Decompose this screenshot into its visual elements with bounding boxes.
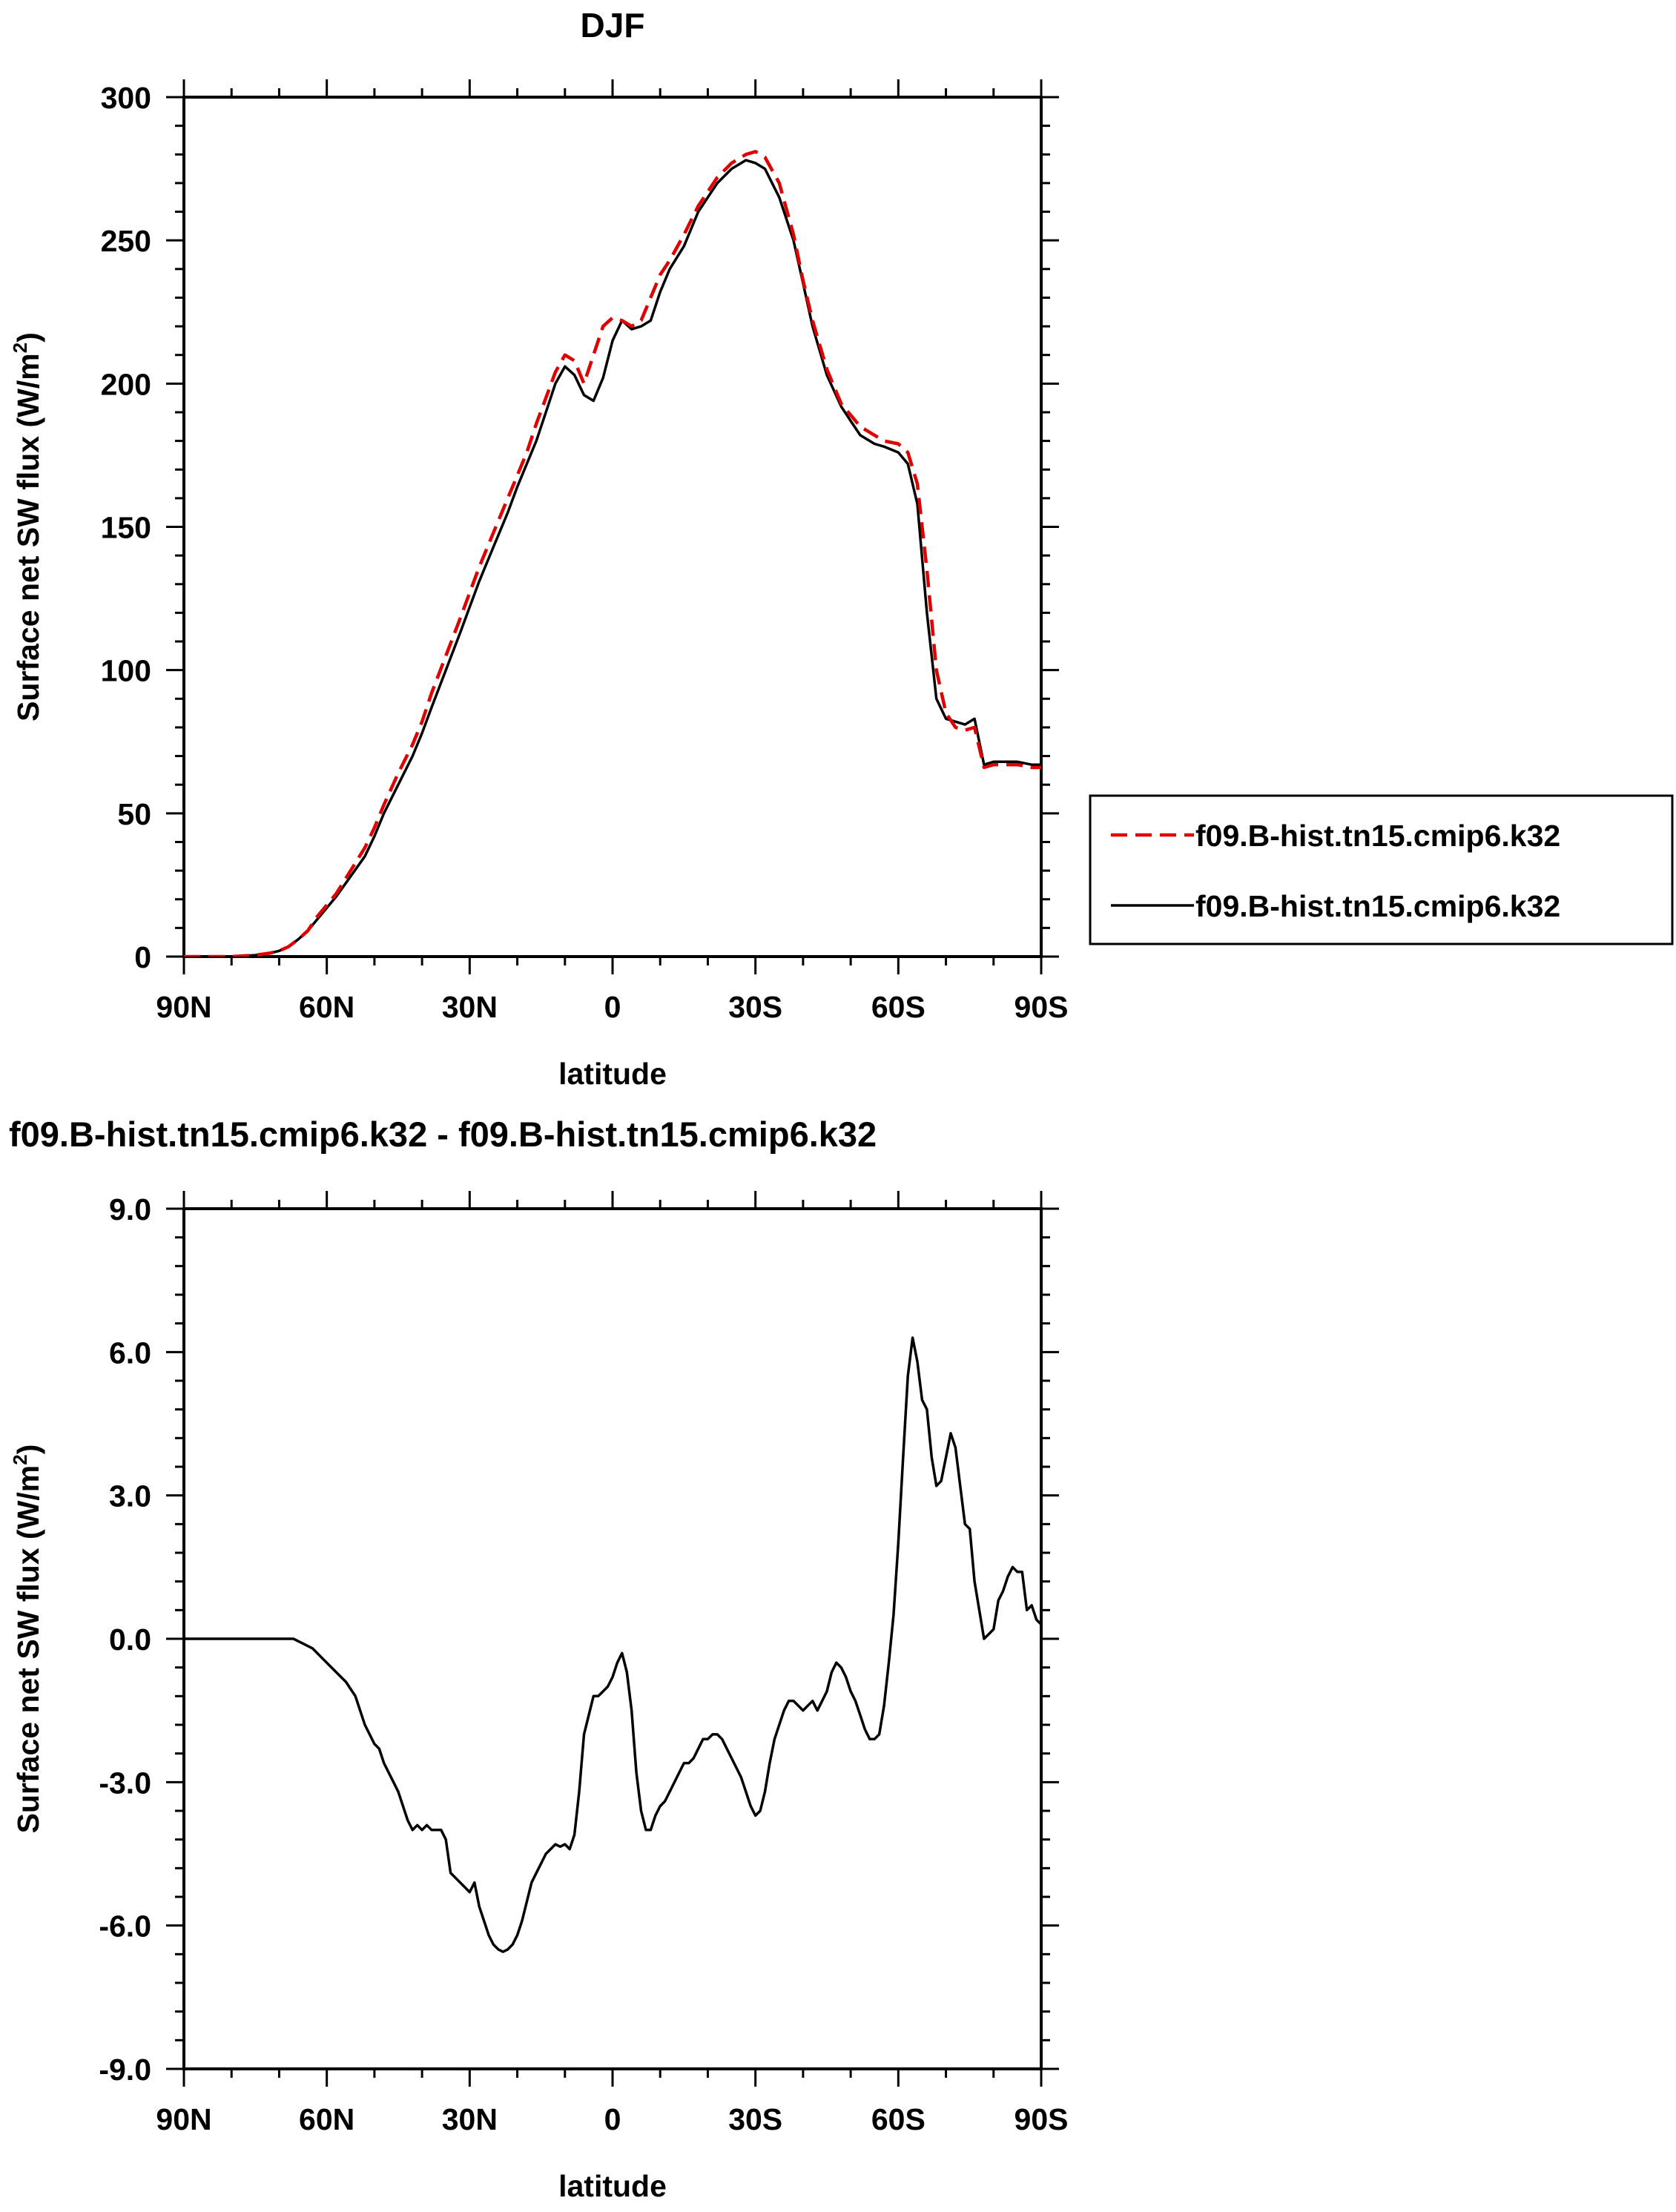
x-tick-label: 30N bbox=[442, 2102, 498, 2136]
y-tick-label: -6.0 bbox=[99, 1909, 151, 1944]
x-tick-label: 90S bbox=[1014, 2102, 1069, 2136]
x-tick-label: 30N bbox=[442, 990, 498, 1024]
y-tick-label: 150 bbox=[101, 511, 151, 545]
legend-box bbox=[1089, 794, 1674, 945]
y-tick-label: 250 bbox=[101, 224, 151, 258]
y-tick-label: -3.0 bbox=[99, 1766, 151, 1800]
y-tick-label: -9.0 bbox=[99, 2053, 151, 2087]
x-tick-label: 60S bbox=[871, 2102, 926, 2136]
series-line-1 bbox=[184, 1336, 1041, 1953]
x-tick-label: 60N bbox=[299, 2102, 354, 2136]
legend-entry-1: f09.B-hist.tn15.cmip6.k32 bbox=[1195, 819, 1560, 853]
y-axis-label-main: Surface net SW flux (W/m bbox=[11, 353, 45, 722]
chart-title: DJF bbox=[581, 6, 645, 44]
y-axis-label-close: ) bbox=[11, 332, 45, 343]
x-tick-label: 60S bbox=[871, 990, 926, 1024]
plot-frame bbox=[182, 96, 1043, 958]
chart-panel-2: f09.B-hist.tn15.cmip6.k32 - f09.B-hist.t… bbox=[9, 1115, 1068, 2203]
y-axis-label-main: Surface net SW flux (W/m bbox=[11, 1465, 45, 1834]
y-axis-label-close: ) bbox=[11, 1445, 45, 1455]
legend-entry-2: f09.B-hist.tn15.cmip6.k32 bbox=[1195, 889, 1560, 923]
y-tick-label: 6.0 bbox=[109, 1336, 151, 1370]
y-tick-label: 100 bbox=[101, 654, 151, 688]
y-tick-label: 0 bbox=[134, 940, 151, 974]
x-tick-label: 90S bbox=[1014, 990, 1069, 1024]
y-axis-label: Surface net SW flux (W/m2) bbox=[9, 332, 45, 722]
chart-panel-1: DJF 90N 60N 30N 0 30S 60S 90S 0 50 100 150 200 250 300… bbox=[9, 6, 1674, 1091]
x-tick-label: 0 bbox=[604, 990, 621, 1024]
x-tick-label: 30S bbox=[728, 2102, 782, 2136]
chart-title: f09.B-hist.tn15.cmip6.k32 - f09.B-hist.t… bbox=[9, 1115, 877, 1154]
y-axis-label-superscript: 2 bbox=[9, 343, 31, 353]
series-line-2 bbox=[184, 159, 1041, 957]
x-axis-label: latitude bbox=[558, 1057, 667, 1091]
y-tick-label: 0.0 bbox=[109, 1622, 151, 1657]
y-axis-label-superscript: 2 bbox=[9, 1454, 31, 1465]
x-tick-label: 60N bbox=[299, 990, 354, 1024]
x-tick-label: 0 bbox=[604, 2102, 621, 2136]
x-tick-label: 90N bbox=[156, 990, 211, 1024]
y-tick-label: 3.0 bbox=[109, 1479, 151, 1513]
y-tick-label: 300 bbox=[101, 81, 151, 115]
x-tick-label: 90N bbox=[156, 2102, 211, 2136]
x-axis-label: latitude bbox=[558, 2169, 667, 2203]
series-line-1 bbox=[184, 150, 1041, 957]
y-tick-label: 9.0 bbox=[109, 1192, 151, 1226]
x-tick-label: 30S bbox=[728, 990, 782, 1024]
y-tick-label: 200 bbox=[101, 367, 151, 401]
y-tick-label: 50 bbox=[117, 797, 151, 831]
y-axis-label: Surface net SW flux (W/m2) bbox=[9, 1445, 45, 1834]
